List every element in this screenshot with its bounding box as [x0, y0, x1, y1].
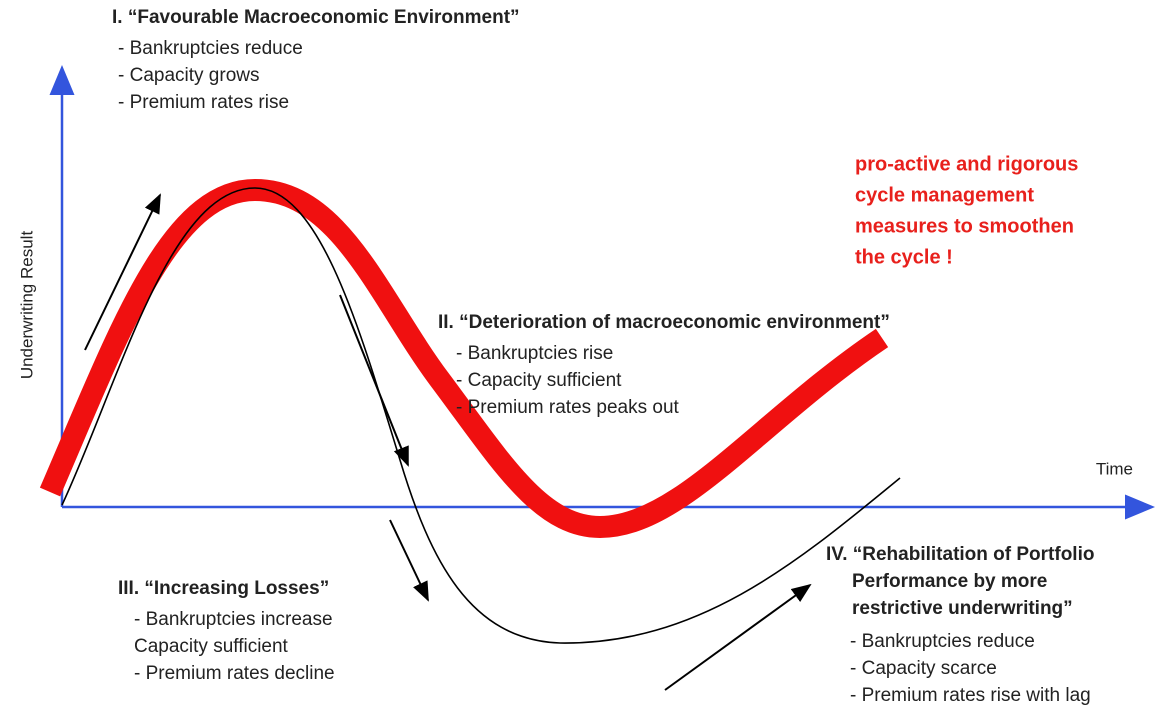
phase-item: - Premium rates peaks out: [456, 397, 680, 418]
phase-item: - Premium rates rise with lag: [850, 685, 1091, 706]
phase-item: - Bankruptcies reduce: [118, 38, 303, 59]
note-line: cycle management: [855, 184, 1034, 206]
phase-title: IV. “Rehabilitation of Portfolio: [826, 544, 1094, 565]
phase-item: - Bankruptcies rise: [456, 343, 613, 364]
phase-item: - Capacity grows: [118, 65, 260, 86]
phase-item: Capacity sufficient: [134, 636, 289, 657]
phase-item: - Bankruptcies reduce: [850, 631, 1035, 652]
note-line: pro-active and rigorous: [855, 153, 1078, 175]
arrow: [389, 519, 429, 602]
phase-title: restrictive underwriting”: [852, 598, 1073, 619]
phase-title: I. “Favourable Macroeconomic Environment…: [112, 7, 520, 28]
arrow: [664, 583, 812, 691]
phase-title: II. “Deterioration of macroeconomic envi…: [438, 312, 890, 333]
arrow: [84, 193, 161, 351]
smoothed-cycle: [39, 178, 889, 539]
phase-item: - Premium rates rise: [118, 92, 289, 113]
y-axis-label: Underwriting Result: [17, 231, 36, 380]
note-line: the cycle !: [855, 246, 953, 268]
phase-item: - Capacity scarce: [850, 658, 997, 679]
phase-item: - Premium rates decline: [134, 663, 335, 684]
x-axis-label: Time: [1096, 459, 1133, 478]
phase-title: III. “Increasing Losses”: [118, 578, 329, 599]
phase-item: - Bankruptcies increase: [134, 609, 333, 630]
phase-title: Performance by more: [852, 571, 1047, 592]
note-line: measures to smoothen: [855, 215, 1074, 237]
arrow: [339, 294, 409, 467]
phase-item: - Capacity sufficient: [456, 370, 622, 391]
